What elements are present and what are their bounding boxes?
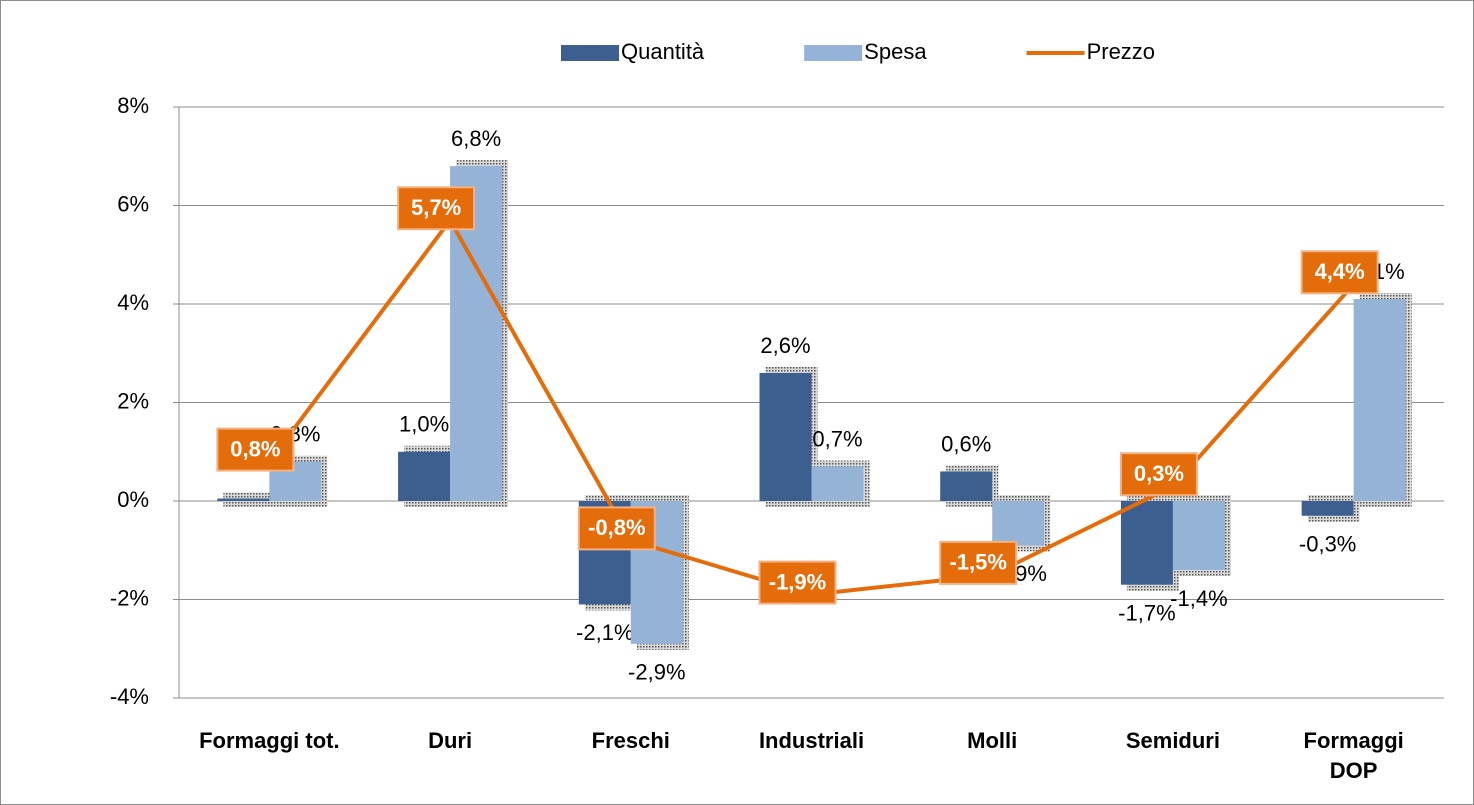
y-tick-label: 2% (117, 388, 149, 413)
data-label-box (758, 560, 837, 605)
data-label: -0,8% (588, 515, 645, 540)
x-tick-label: Industriali (758, 728, 865, 753)
data-label: 5,7% (411, 195, 461, 220)
bar (217, 498, 270, 501)
bar (1353, 299, 1406, 501)
legend-label: Prezzo (1087, 39, 1155, 64)
data-label: 4,4% (1315, 259, 1365, 284)
data-label: 0,6% (941, 431, 991, 456)
data-label: 2,6% (760, 333, 810, 358)
data-label-box (216, 427, 295, 472)
bar (992, 501, 1045, 546)
bar (1172, 501, 1225, 570)
y-tick-label: 8% (117, 93, 149, 118)
data-label: 0,8% (230, 436, 280, 461)
legend-swatch (561, 45, 619, 61)
data-label: -1,5% (949, 550, 1006, 575)
data-label-box (1300, 250, 1379, 295)
data-label: -1,7% (1118, 601, 1175, 626)
y-tick-label: -4% (110, 684, 149, 709)
x-tick-label: Duri (428, 728, 473, 753)
x-tick-label: Molli (967, 728, 1018, 753)
bar (811, 466, 864, 501)
data-label: -1,9% (769, 569, 826, 594)
x-tick-label: Freschi (591, 728, 670, 753)
y-tick-label: -2% (110, 585, 149, 610)
data-label: -2,1% (576, 620, 633, 645)
bar (759, 372, 812, 501)
y-tick-label: 4% (117, 290, 149, 315)
legend-label: Quantità (621, 39, 705, 64)
data-label-box (577, 506, 656, 551)
x-tick-label: Formaggi tot. (199, 728, 340, 753)
data-label: -1,4% (1170, 586, 1227, 611)
y-tick-label: 0% (117, 487, 149, 512)
data-label: 1,0% (399, 412, 449, 437)
data-label: 6,8% (451, 126, 501, 151)
legend-label: Spesa (864, 39, 927, 64)
bar (398, 451, 451, 501)
legend-swatch (804, 45, 863, 61)
data-label: -0,3% (1299, 532, 1356, 557)
data-label: -2,9% (628, 660, 685, 685)
data-label-box (939, 540, 1018, 585)
data-label: 0,7% (812, 426, 862, 451)
bar (1120, 501, 1173, 585)
bar (940, 471, 993, 501)
bar (1301, 501, 1354, 516)
x-tick-label: Formaggi DOP (1303, 728, 1404, 783)
data-label-box (1119, 452, 1198, 497)
data-label-box (397, 186, 476, 231)
x-tick-label: Semiduri (1125, 728, 1220, 753)
y-tick-label: 6% (117, 191, 149, 216)
data-label: 0,3% (1134, 461, 1184, 486)
